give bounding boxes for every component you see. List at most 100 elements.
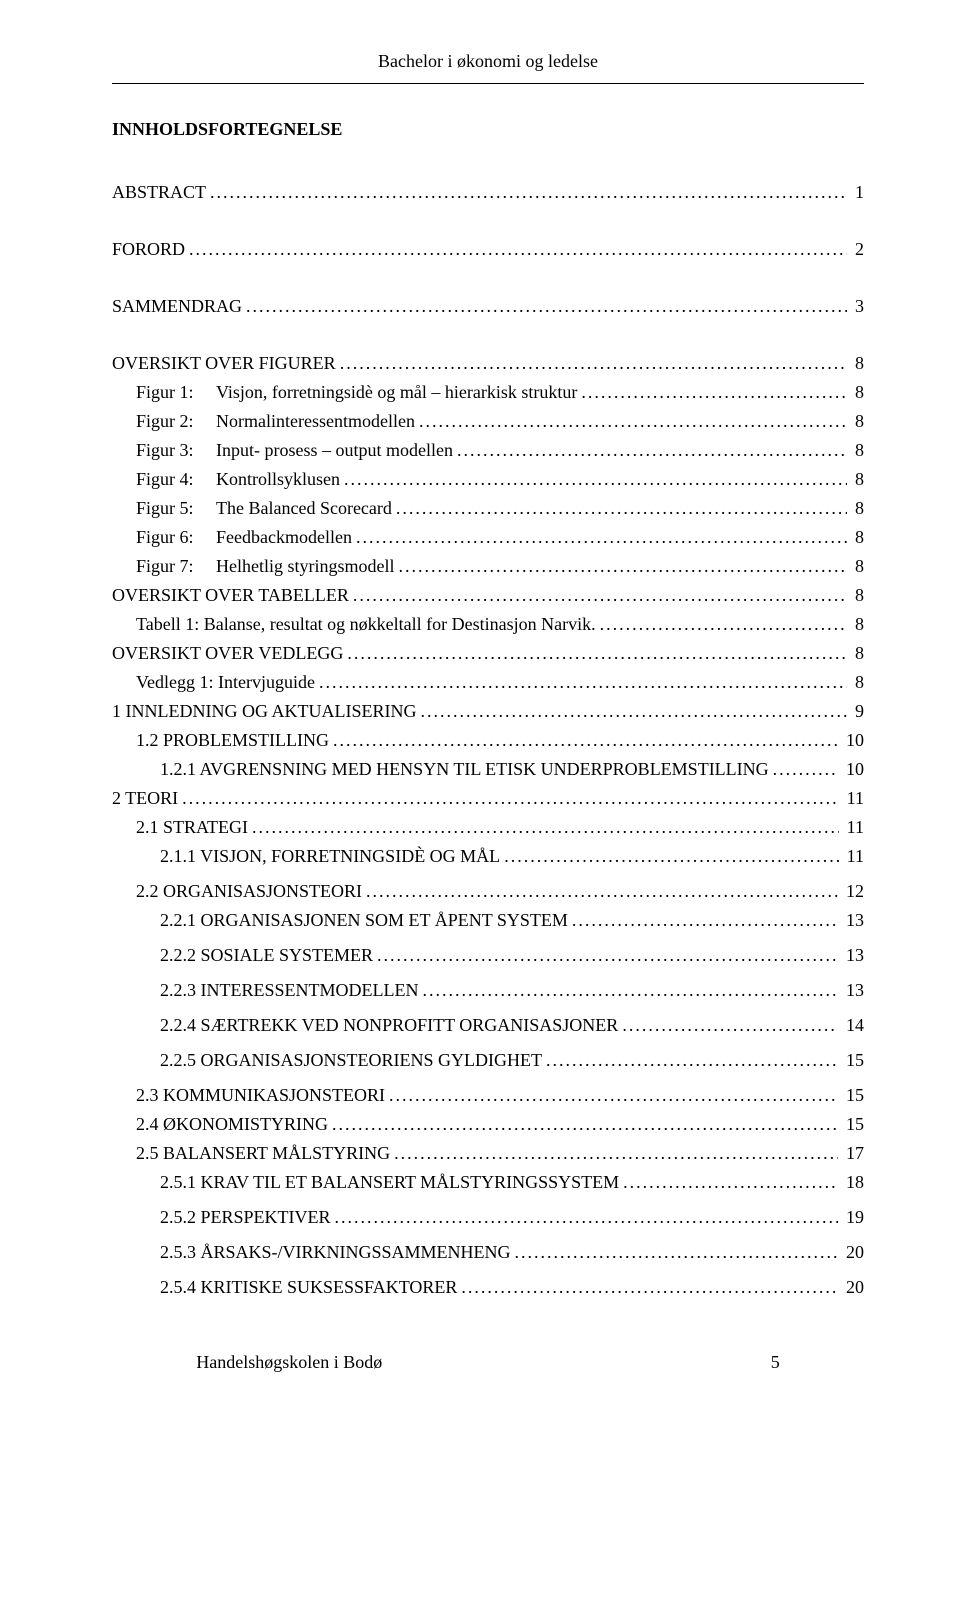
- toc-leader-dots: [377, 942, 838, 969]
- toc-entry: SAMMENDRAG 3: [112, 293, 864, 320]
- toc-entry-label: 2.1.1 VISJON, FORRETNINGSIDÈ OG MÅL: [160, 843, 500, 870]
- toc-entry-prefix: Figur 7:: [136, 553, 216, 580]
- toc-leader-dots: [210, 179, 847, 206]
- toc-entry: OVERSIKT OVER VEDLEGG 8: [112, 640, 864, 667]
- toc-leader-dots: [333, 727, 838, 754]
- toc-entry: 2.5.1 KRAV TIL ET BALANSERT MÅLSTYRINGSS…: [112, 1169, 864, 1196]
- toc-entry-label: OVERSIKT OVER TABELLER: [112, 582, 349, 609]
- toc-entry-label: 2.5 BALANSERT MÅLSTYRING: [136, 1140, 390, 1167]
- toc-entry-page: 20: [842, 1239, 864, 1266]
- toc-entry: OVERSIKT OVER TABELLER 8: [112, 582, 864, 609]
- header-rule: [112, 83, 864, 84]
- toc-entry-page: 18: [842, 1169, 864, 1196]
- toc-leader-dots: [422, 977, 838, 1004]
- toc-entry-page: 3: [851, 293, 864, 320]
- toc-entry: Figur 7:Helhetlig styringsmodell8: [112, 553, 864, 580]
- toc-entry-page: 10: [842, 727, 864, 754]
- toc-entry-label: 1.2.1 AVGRENSNING MED HENSYN TIL ETISK U…: [160, 756, 769, 783]
- toc-leader-dots: [340, 350, 847, 377]
- toc-leader-dots: [347, 640, 847, 667]
- toc-entry: FORORD 2: [112, 236, 864, 263]
- toc-entry: 2.1.1 VISJON, FORRETNINGSIDÈ OG MÅL 11: [112, 843, 864, 870]
- toc-entry: Figur 3:Input- prosess – output modellen…: [112, 437, 864, 464]
- toc-entry: 2.2.5 ORGANISASJONSTEORIENS GYLDIGHET15: [112, 1047, 864, 1074]
- toc-entry: 2.1 STRATEGI11: [112, 814, 864, 841]
- toc-entry-label: Normalinteressentmodellen: [216, 408, 415, 435]
- toc-entry-label: Tabell 1: Balanse, resultat og nøkkeltal…: [136, 611, 596, 638]
- toc-leader-dots: [504, 843, 838, 870]
- toc-entry: Tabell 1: Balanse, resultat og nøkkeltal…: [112, 611, 864, 638]
- toc-leader-dots: [419, 408, 847, 435]
- toc-entry-page: 11: [843, 843, 864, 870]
- toc-leader-dots: [546, 1047, 838, 1074]
- footer-text: Handelshøgskolen i Bodø: [196, 1352, 382, 1372]
- toc-entry: 1.2.1 AVGRENSNING MED HENSYN TIL ETISK U…: [112, 756, 864, 783]
- toc-entry-label: 2.2.4 SÆRTREKK VED NONPROFITT ORGANISASJ…: [160, 1012, 618, 1039]
- toc-leader-dots: [353, 582, 847, 609]
- toc-entry-page: 14: [842, 1012, 864, 1039]
- toc-entry: 2.5.2 PERSPEKTIVER19: [112, 1204, 864, 1231]
- toc-entry-page: 8: [851, 379, 864, 406]
- toc-entry-page: 8: [851, 350, 864, 377]
- toc-entry-page: 15: [842, 1047, 864, 1074]
- toc-entry-page: 8: [851, 611, 864, 638]
- toc-leader-dots: [622, 1012, 838, 1039]
- toc-entry-page: 10: [842, 756, 864, 783]
- toc-entry: 2.2 ORGANISASJONSTEORI12: [112, 878, 864, 905]
- toc-entry-prefix: Figur 1:: [136, 379, 216, 406]
- toc-entry-page: 8: [851, 495, 864, 522]
- toc-entry-prefix: Figur 4:: [136, 466, 216, 493]
- toc-entry-page: 2: [851, 236, 864, 263]
- toc-entry-page: 8: [851, 553, 864, 580]
- toc-entry-page: 17: [842, 1140, 864, 1167]
- toc-leader-dots: [182, 785, 838, 812]
- toc-leader-dots: [319, 669, 847, 696]
- toc-entry: OVERSIKT OVER FIGURER8: [112, 350, 864, 377]
- toc-leader-dots: [600, 611, 847, 638]
- toc-entry: 2.2.2 SOSIALE SYSTEMER13: [112, 942, 864, 969]
- toc-leader-dots: [389, 1082, 838, 1109]
- toc-entry-label: 2.3 KOMMUNIKASJONSTEORI: [136, 1082, 385, 1109]
- toc-entry-label: 2.2.2 SOSIALE SYSTEMER: [160, 942, 373, 969]
- toc-leader-dots: [623, 1169, 838, 1196]
- toc-leader-dots: [773, 756, 838, 783]
- toc-entry-page: 15: [842, 1082, 864, 1109]
- toc-spacer: [112, 322, 864, 350]
- toc-entry-label: Visjon, forretningsidè og mål – hierarki…: [216, 379, 577, 406]
- toc-entry: Vedlegg 1: Intervjuguide8: [112, 669, 864, 696]
- toc-entry-label: ABSTRACT: [112, 179, 206, 206]
- toc-leader-dots: [344, 466, 847, 493]
- toc-leader-dots: [335, 1204, 838, 1231]
- toc-entry-page: 8: [851, 640, 864, 667]
- toc-entry-label: FORORD: [112, 236, 185, 263]
- toc-entry: Figur 6:Feedbackmodellen8: [112, 524, 864, 551]
- toc-entry-label: SAMMENDRAG: [112, 293, 242, 320]
- toc-leader-dots: [394, 1140, 838, 1167]
- toc-spacer: [112, 208, 864, 236]
- toc-entry-page: 11: [843, 785, 864, 812]
- toc-entry: Figur 2:Normalinteressentmodellen8: [112, 408, 864, 435]
- toc-entry-page: 8: [851, 582, 864, 609]
- toc-entry-label: 2.2 ORGANISASJONSTEORI: [136, 878, 362, 905]
- toc-entry: 1 INNLEDNING OG AKTUALISERING9: [112, 698, 864, 725]
- toc-entry: 2.2.1 ORGANISASJONEN SOM ET ÅPENT SYSTEM…: [112, 907, 864, 934]
- toc-entry-page: 1: [851, 179, 864, 206]
- toc-entry: 2.2.4 SÆRTREKK VED NONPROFITT ORGANISASJ…: [112, 1012, 864, 1039]
- toc-entry-label: Vedlegg 1: Intervjuguide: [136, 669, 315, 696]
- toc-entry: 1.2 PROBLEMSTILLING10: [112, 727, 864, 754]
- toc-entry-page: 9: [851, 698, 864, 725]
- toc-entry-page: 11: [843, 814, 864, 841]
- toc-entry-label: 2.4 ØKONOMISTYRING: [136, 1111, 328, 1138]
- toc-entry: 2 TEORI11: [112, 785, 864, 812]
- toc-entry-label: Feedbackmodellen: [216, 524, 352, 551]
- toc-entry: 2.2.3 INTERESSENTMODELLEN13: [112, 977, 864, 1004]
- toc-entry-label: OVERSIKT OVER VEDLEGG: [112, 640, 343, 667]
- toc-entry-page: 8: [851, 437, 864, 464]
- toc-leader-dots: [332, 1111, 838, 1138]
- toc-entry-page: 8: [851, 466, 864, 493]
- running-header: Bachelor i økonomi og ledelse: [112, 48, 864, 75]
- toc-entry: 2.4 ØKONOMISTYRING15: [112, 1111, 864, 1138]
- toc-spacer: [112, 265, 864, 293]
- toc-entry-page: 20: [842, 1274, 864, 1301]
- toc-entry-prefix: Figur 2:: [136, 408, 216, 435]
